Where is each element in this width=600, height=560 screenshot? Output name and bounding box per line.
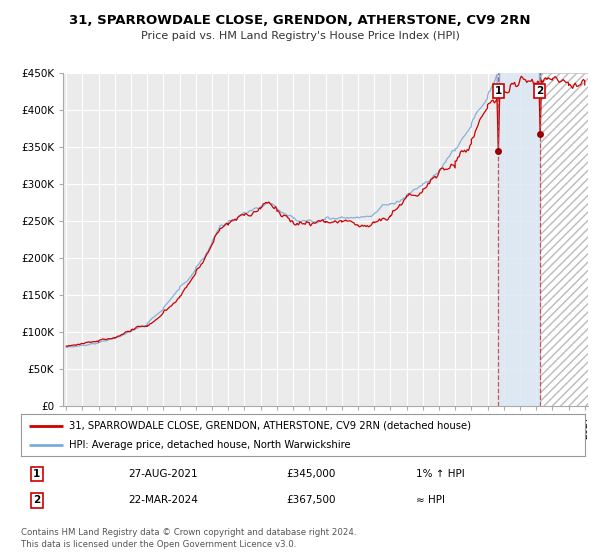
Text: 2: 2 — [536, 86, 544, 96]
Text: 1: 1 — [494, 86, 502, 96]
Bar — [540, 73, 588, 406]
Text: 1% ↑ HPI: 1% ↑ HPI — [416, 469, 464, 479]
Text: £345,000: £345,000 — [286, 469, 335, 479]
Text: 22-MAR-2024: 22-MAR-2024 — [128, 495, 198, 505]
Text: HPI: Average price, detached house, North Warwickshire: HPI: Average price, detached house, Nort… — [69, 440, 350, 450]
Text: 1: 1 — [33, 469, 40, 479]
Text: 31, SPARROWDALE CLOSE, GRENDON, ATHERSTONE, CV9 2RN (detached house): 31, SPARROWDALE CLOSE, GRENDON, ATHERSTO… — [69, 421, 471, 431]
Text: 31, SPARROWDALE CLOSE, GRENDON, ATHERSTONE, CV9 2RN: 31, SPARROWDALE CLOSE, GRENDON, ATHERSTO… — [69, 14, 531, 27]
Text: Price paid vs. HM Land Registry's House Price Index (HPI): Price paid vs. HM Land Registry's House … — [140, 31, 460, 41]
Text: This data is licensed under the Open Government Licence v3.0.: This data is licensed under the Open Gov… — [21, 540, 296, 549]
Text: Contains HM Land Registry data © Crown copyright and database right 2024.: Contains HM Land Registry data © Crown c… — [21, 528, 356, 536]
Bar — [498, 73, 540, 406]
Text: 2: 2 — [33, 495, 40, 505]
Text: £367,500: £367,500 — [286, 495, 335, 505]
Text: 27-AUG-2021: 27-AUG-2021 — [128, 469, 198, 479]
Text: ≈ HPI: ≈ HPI — [416, 495, 445, 505]
